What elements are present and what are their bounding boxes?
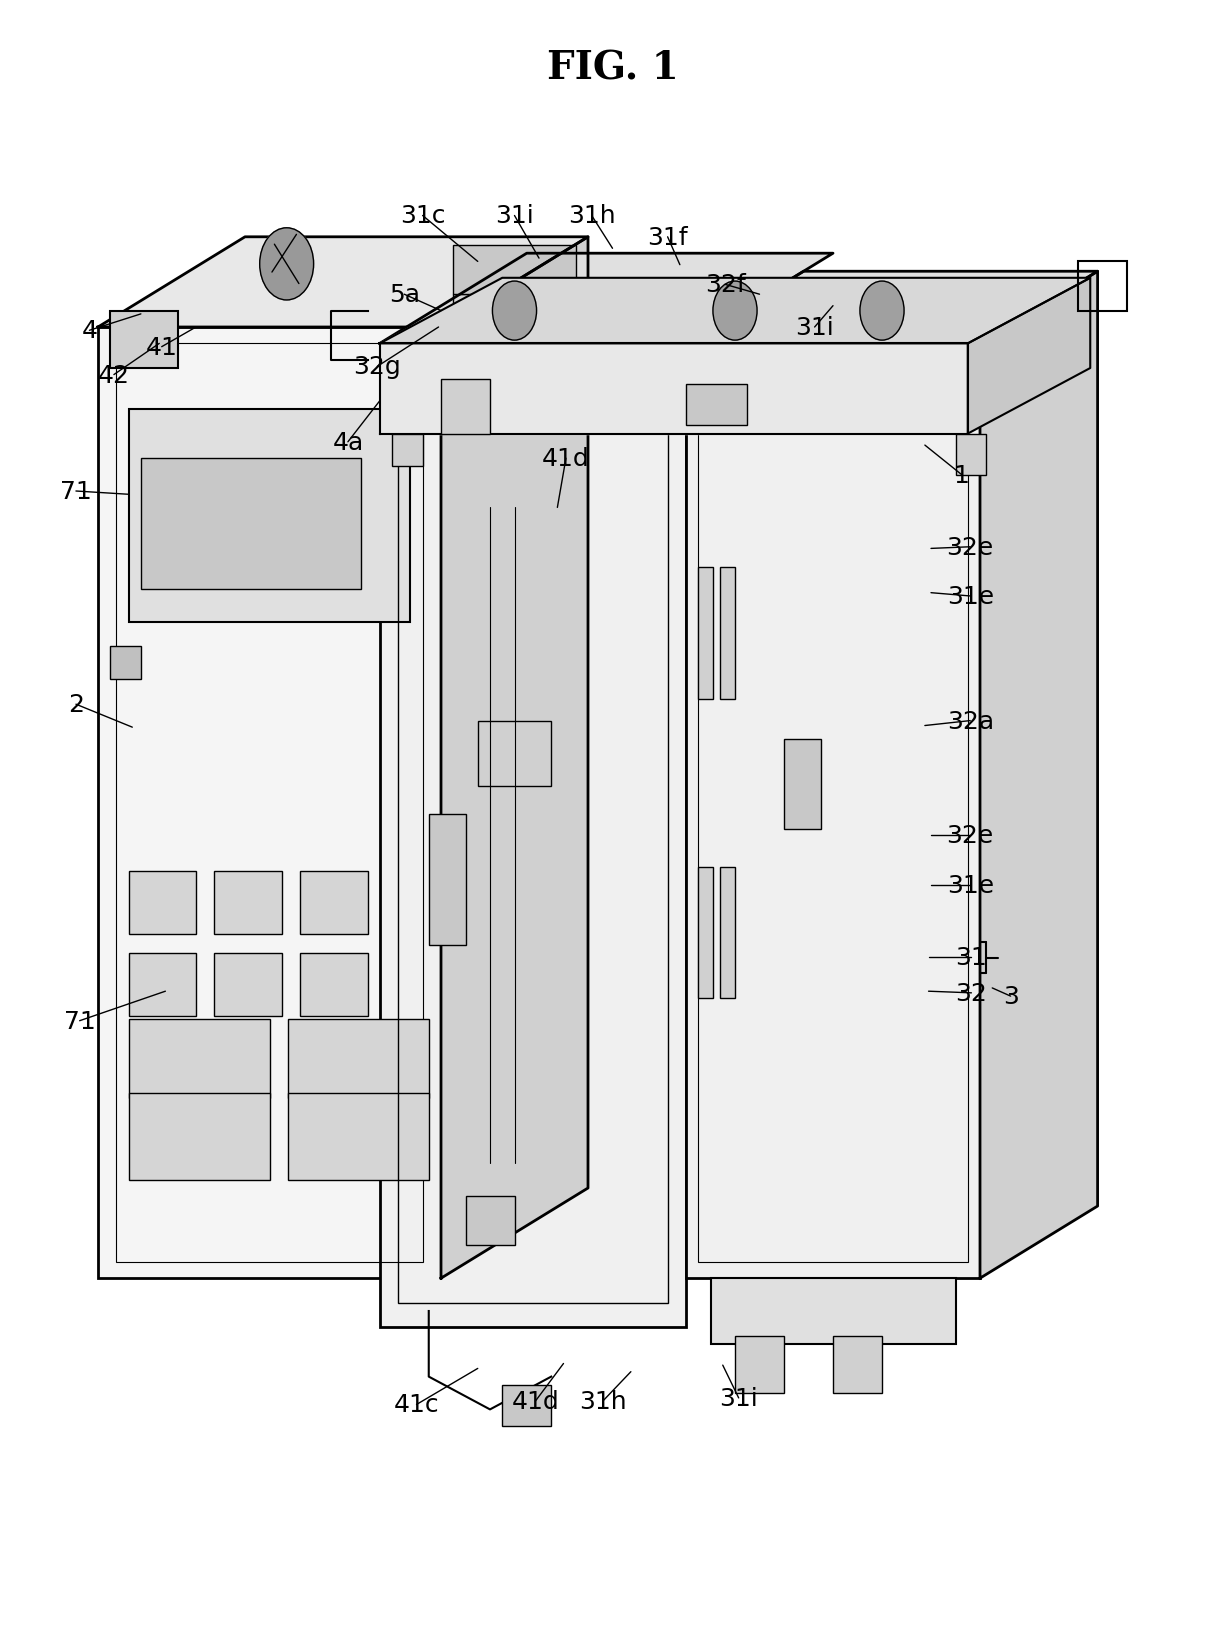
Text: 32g: 32g	[354, 356, 401, 379]
Circle shape	[468, 306, 488, 333]
Circle shape	[517, 306, 537, 333]
Polygon shape	[380, 254, 833, 344]
Text: 32: 32	[956, 982, 987, 1005]
Circle shape	[713, 282, 757, 341]
Polygon shape	[98, 238, 588, 328]
Bar	[686, 385, 747, 426]
Polygon shape	[380, 344, 968, 434]
Bar	[1078, 262, 1127, 311]
Text: 41: 41	[146, 336, 178, 359]
Text: 31: 31	[956, 946, 987, 969]
Bar	[720, 867, 735, 998]
Text: 42: 42	[98, 364, 130, 387]
Text: 31e: 31e	[947, 585, 993, 608]
Bar	[466, 1196, 514, 1246]
Text: 2: 2	[67, 693, 85, 716]
Text: 31i: 31i	[719, 1387, 758, 1410]
Circle shape	[492, 282, 537, 341]
Bar	[129, 872, 196, 934]
Bar	[129, 954, 196, 1016]
Text: 41d: 41d	[543, 447, 589, 470]
Text: 3: 3	[1003, 985, 1018, 1008]
Bar	[129, 1093, 270, 1180]
Bar	[833, 1336, 882, 1393]
Text: 71: 71	[64, 1010, 96, 1033]
Bar	[116, 344, 423, 1262]
Bar	[141, 459, 361, 590]
Bar	[214, 872, 282, 934]
Text: 32a: 32a	[947, 710, 993, 733]
Bar	[214, 954, 282, 1016]
Text: 31e: 31e	[947, 874, 993, 897]
Bar	[98, 328, 441, 1278]
Bar	[110, 647, 141, 680]
Text: 1: 1	[954, 464, 969, 487]
Text: 5a: 5a	[388, 284, 420, 306]
Bar	[380, 344, 686, 1328]
Bar	[453, 246, 576, 295]
Circle shape	[566, 306, 586, 333]
Circle shape	[260, 229, 314, 302]
Bar	[288, 1019, 429, 1098]
Text: 31i: 31i	[795, 316, 834, 339]
Text: 31i: 31i	[495, 205, 534, 228]
Text: FIG. 1: FIG. 1	[546, 49, 679, 87]
Bar	[720, 569, 735, 700]
Bar	[110, 311, 178, 369]
Bar	[453, 295, 600, 361]
Polygon shape	[968, 279, 1090, 434]
Polygon shape	[441, 238, 588, 1278]
Bar	[429, 815, 466, 946]
Text: 31c: 31c	[399, 205, 446, 228]
Bar	[698, 569, 713, 700]
Text: 71: 71	[60, 480, 92, 503]
Bar	[288, 1093, 429, 1180]
Bar	[698, 867, 713, 998]
Bar	[300, 954, 368, 1016]
Text: 31h: 31h	[579, 1390, 626, 1413]
Bar	[735, 1336, 784, 1393]
Bar	[710, 1278, 956, 1344]
Bar	[300, 872, 368, 934]
Bar	[686, 344, 980, 1278]
Text: 32f: 32f	[704, 274, 746, 297]
Bar	[956, 434, 986, 475]
Text: 31f: 31f	[647, 226, 688, 249]
Bar	[129, 410, 410, 623]
Text: 4: 4	[81, 320, 98, 343]
Bar	[129, 1019, 270, 1098]
Bar	[392, 434, 423, 467]
Text: 32e: 32e	[947, 536, 993, 559]
Text: 41d: 41d	[512, 1390, 559, 1413]
Bar	[698, 361, 968, 1262]
Polygon shape	[380, 279, 1090, 344]
Text: 32e: 32e	[947, 824, 993, 847]
Bar	[398, 369, 668, 1303]
Bar	[478, 721, 551, 787]
Text: 41c: 41c	[393, 1393, 440, 1416]
Bar	[502, 1385, 551, 1426]
Text: 4a: 4a	[332, 431, 364, 454]
Text: 31h: 31h	[568, 205, 615, 228]
Bar	[441, 380, 490, 434]
Bar	[784, 739, 821, 829]
Polygon shape	[686, 272, 1098, 344]
Polygon shape	[980, 272, 1098, 1278]
Circle shape	[860, 282, 904, 341]
